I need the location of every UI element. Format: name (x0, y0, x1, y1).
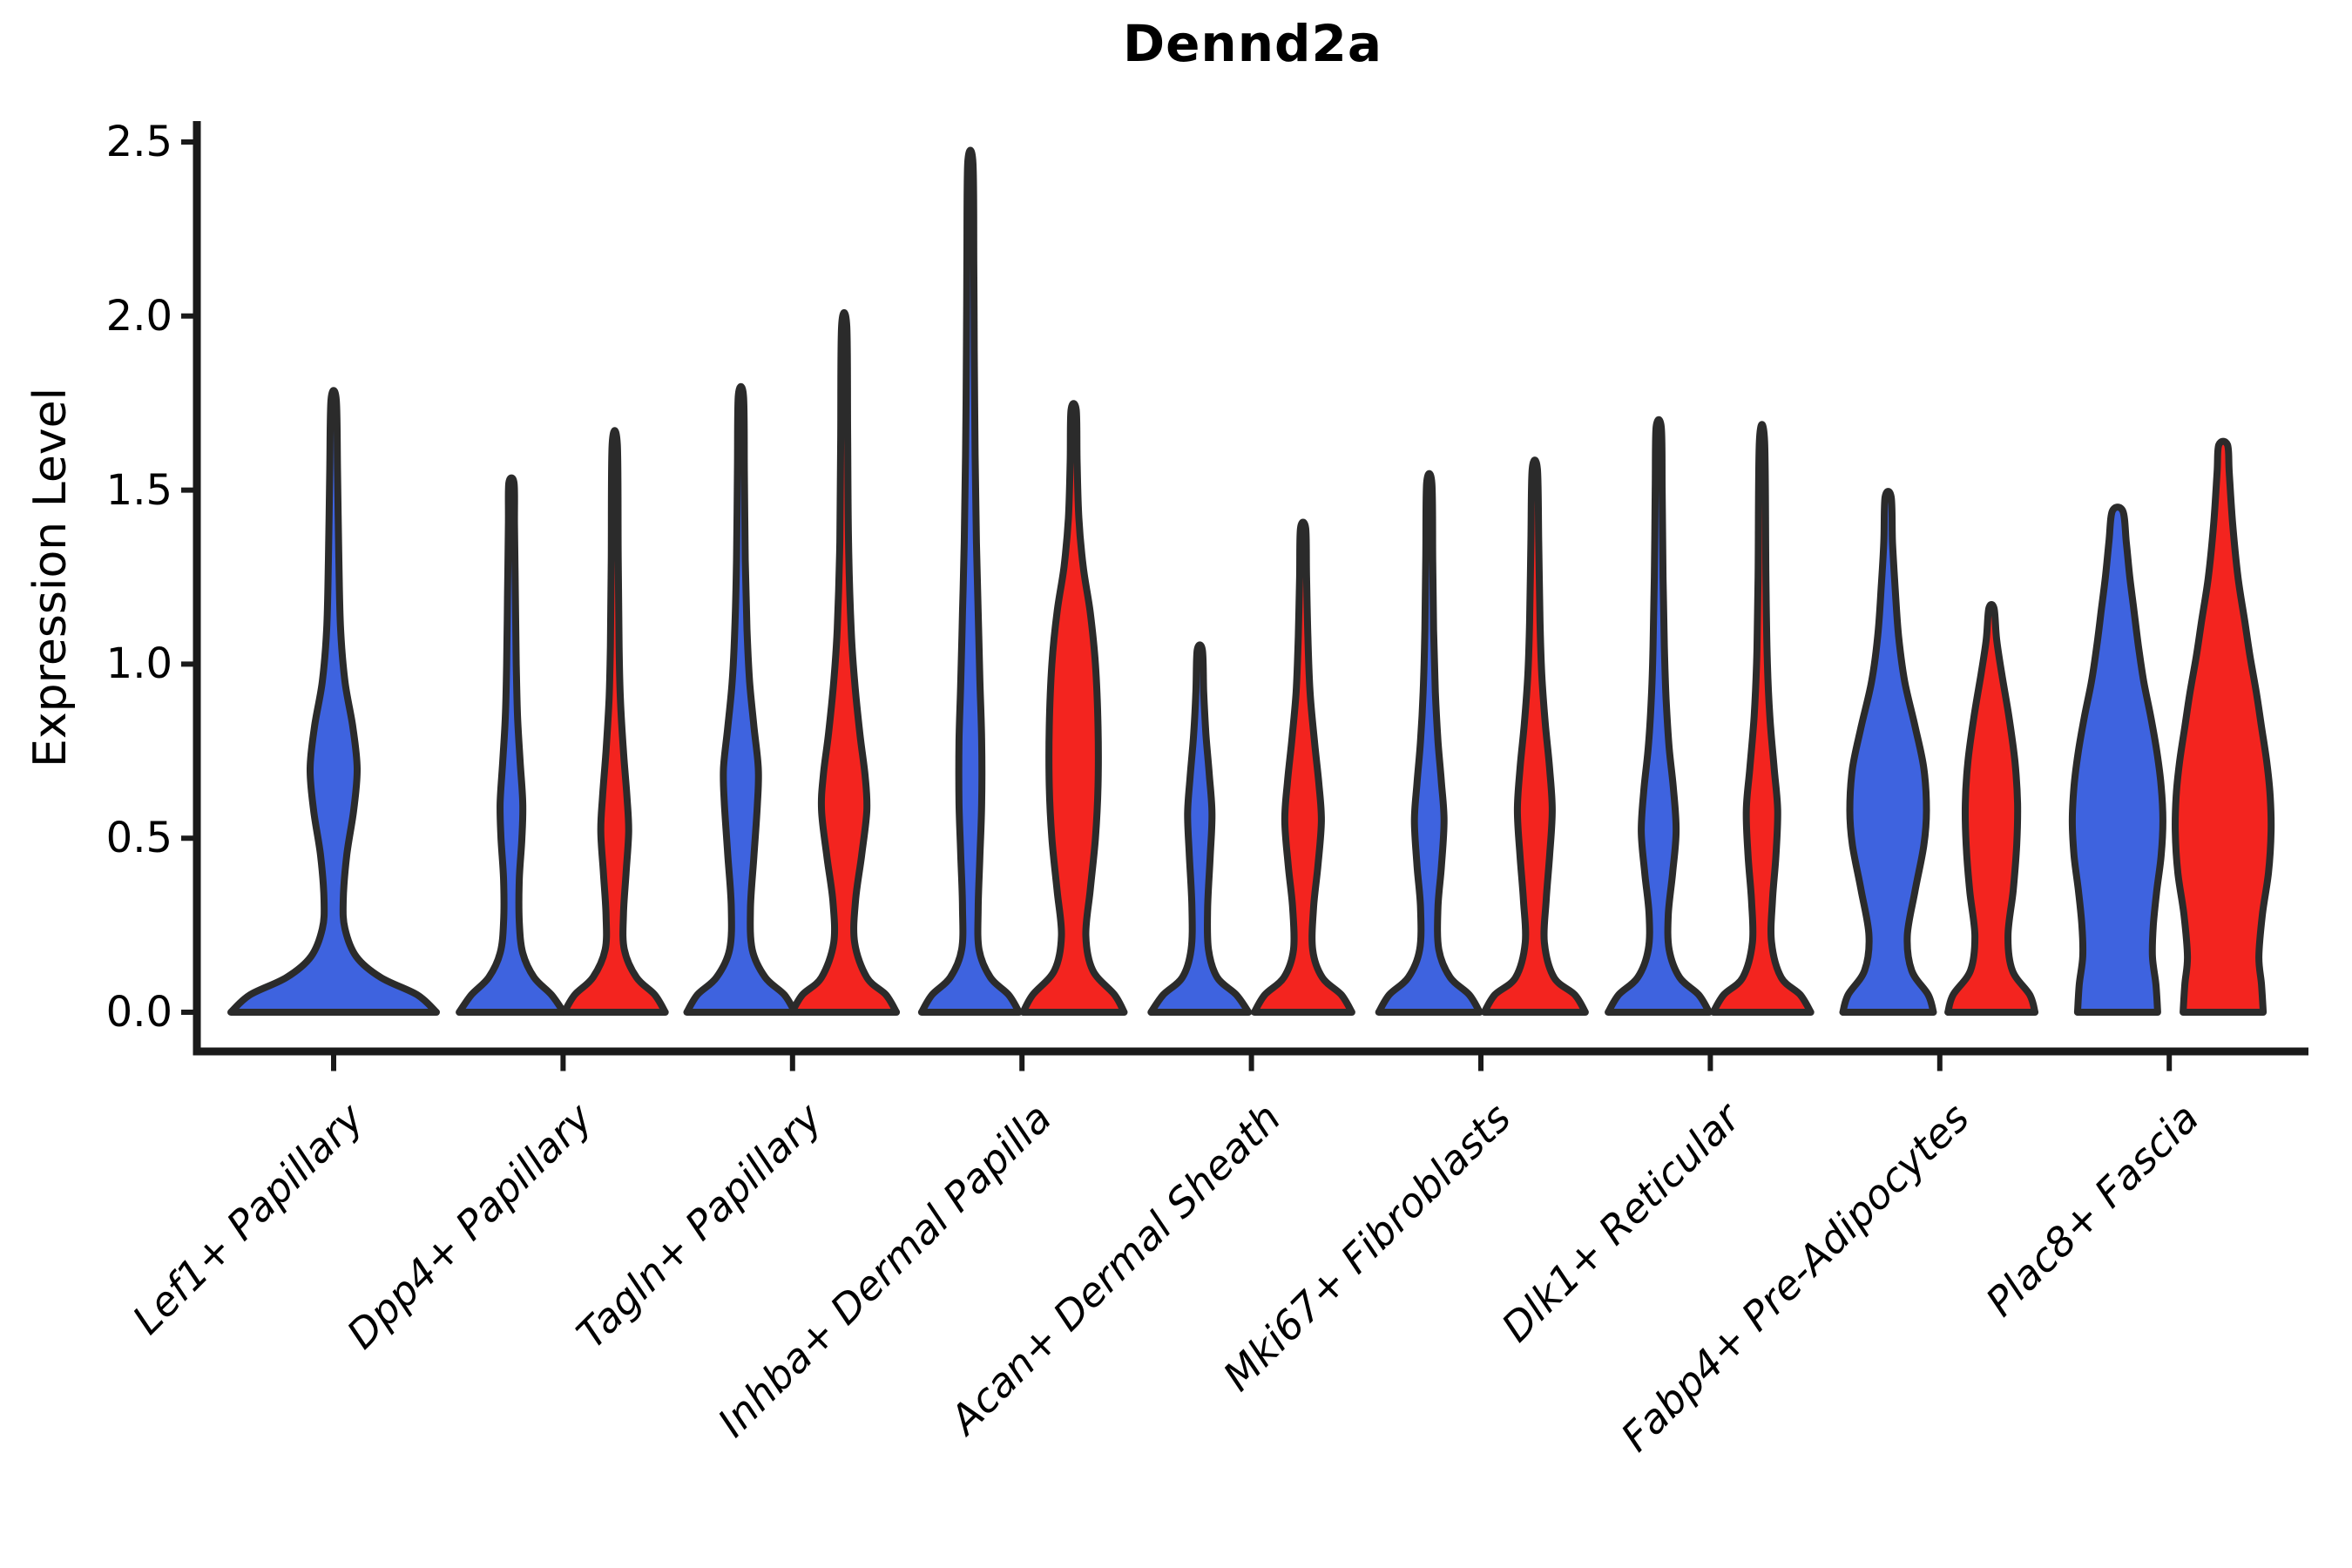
violin-inhba-dermal-papilla-blue (917, 146, 1023, 1016)
violin-fabp4-pre-adipocytes-blue (1839, 488, 1937, 1016)
violin-dpp4-papillary-blue (456, 474, 568, 1016)
violin-plac8-fascia-blue (2068, 504, 2166, 1016)
violin-tagln-papillary-blue (683, 382, 799, 1016)
violin-dlk1-reticular-red (1709, 421, 1815, 1016)
violin-mki67-fibroblasts-blue (1375, 470, 1484, 1016)
violin-lef1-papillary-blue (227, 387, 440, 1016)
y-tick-label: 0.0 (105, 988, 172, 1037)
y-tick-label: 0.5 (105, 814, 172, 863)
violin-plac8-fascia-red (2172, 437, 2275, 1016)
chart-title: Dennd2a (1122, 14, 1383, 73)
violin-mki67-fibroblasts-red (1480, 456, 1589, 1016)
y-tick-label: 1.0 (105, 639, 172, 689)
y-tick-label: 2.5 (105, 118, 172, 166)
violin-acan-dermal-sheath-blue (1147, 641, 1253, 1016)
violin-inhba-dermal-papilla-red (1019, 400, 1128, 1016)
y-tick-label: 1.5 (105, 465, 172, 515)
violin-fabp4-pre-adipocytes-red (1944, 601, 2039, 1016)
violin-tagln-papillary-red (788, 308, 901, 1016)
y-tick-label: 2.0 (105, 291, 172, 341)
violin-acan-dermal-sheath-red (1250, 518, 1355, 1016)
y-axis-label: Expression Level (24, 387, 77, 768)
violin-dpp4-papillary-red (560, 427, 669, 1016)
violin-dlk1-reticular-blue (1605, 416, 1713, 1016)
